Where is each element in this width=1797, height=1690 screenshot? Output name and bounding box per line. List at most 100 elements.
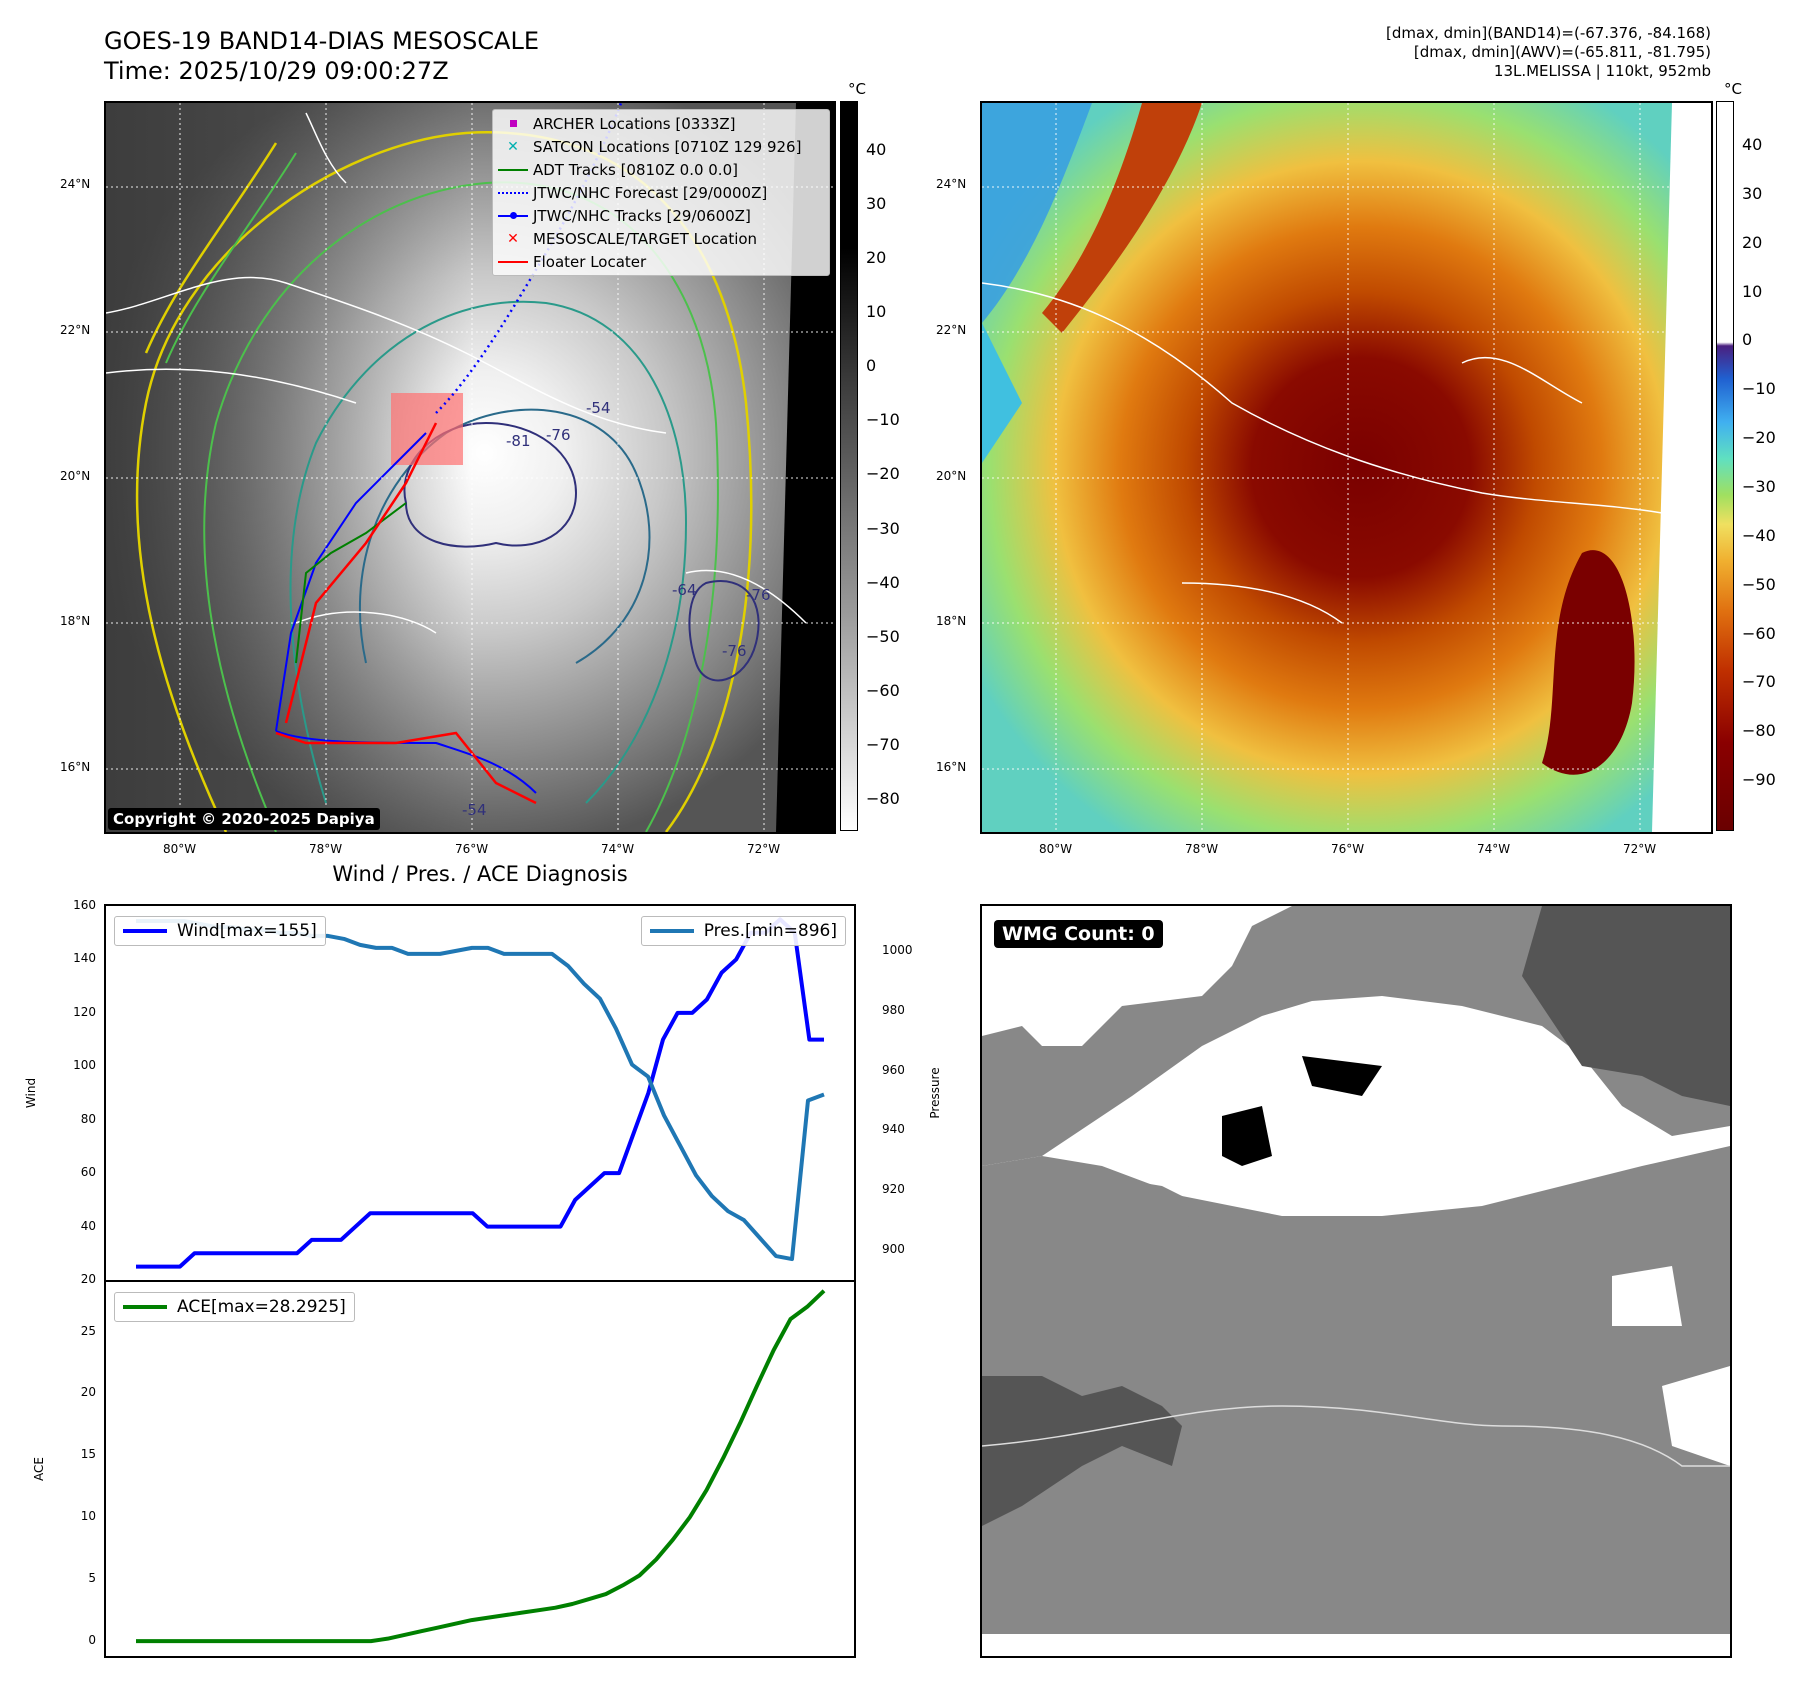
- contour-label: -54: [586, 399, 611, 417]
- ir-map-panel: -81 -76 -76 -64 -76 -54 -54 ARCHER Locat…: [104, 101, 836, 834]
- lat-label: 24°N: [936, 177, 967, 191]
- lon-label: 80°W: [163, 842, 197, 856]
- lon-label: 72°W: [747, 842, 781, 856]
- colorbar-tick-label: −50: [866, 626, 900, 646]
- lat-label: 22°N: [60, 323, 91, 337]
- colorbar-tick-label: −40: [1742, 525, 1776, 545]
- wind-ytick-label: 120: [73, 1004, 96, 1019]
- colorbar-tick-label: −50: [1742, 574, 1776, 594]
- pressure-ytick-label: 940: [882, 1122, 905, 1137]
- wmg-panel: WMG Count: 0: [980, 904, 1732, 1658]
- info-awv-range: [dmax, dmin](AWV)=(-65.811, -81.795): [1413, 43, 1711, 61]
- wind-legend-label: Wind[max=155]: [177, 921, 317, 941]
- ace-legend-line: [123, 1305, 167, 1309]
- lat-label: 20°N: [936, 469, 967, 483]
- colorbar-tick-label: −30: [1742, 476, 1776, 496]
- info-band14-range: [dmax, dmin](BAND14)=(-67.376, -84.168): [1386, 24, 1711, 42]
- ace-axis-label: ACE: [32, 1457, 46, 1481]
- ace-ytick-label: 20: [80, 1385, 96, 1400]
- legend-item-archer: ARCHER Locations [0333Z]: [493, 112, 829, 135]
- ace-legend: ACE[max=28.2925]: [114, 1292, 355, 1322]
- lat-label: 16°N: [936, 760, 967, 774]
- legend-label: JTWC/NHC Forecast [29/0000Z]: [533, 183, 768, 202]
- colorbar-tick-label: −10: [866, 410, 900, 430]
- ace-ytick-label: 5: [88, 1571, 96, 1586]
- legend-label: SATCON Locations [0710Z 129 926]: [533, 137, 802, 156]
- pressure-axis-label: Pressure: [928, 1067, 942, 1119]
- ace-series-line: [136, 1289, 826, 1644]
- wind-ytick-label: 140: [73, 951, 96, 966]
- contour-label: -54: [462, 801, 487, 819]
- wind-ytick-label: 40: [80, 1218, 96, 1233]
- legend-label: ADT Tracks [0810Z 0.0 0.0]: [533, 160, 738, 179]
- colorbar-tick-label: 40: [866, 139, 887, 159]
- colorbar-tick-label: 0: [866, 356, 877, 376]
- diagnosis-title: Wind / Pres. / ACE Diagnosis: [332, 862, 628, 886]
- info-block: [dmax, dmin](BAND14)=(-67.376, -84.168) …: [1386, 24, 1711, 81]
- lon-label: 78°W: [309, 842, 343, 856]
- colorbar-tick-label: 20: [1742, 232, 1763, 252]
- contour-label: -76: [546, 426, 571, 444]
- awv-colorbar-unit: °C: [1724, 80, 1742, 98]
- wind-pressure-plot: [136, 917, 825, 1269]
- pressure-ytick-label: 960: [882, 1062, 905, 1077]
- wmg-image: [982, 906, 1730, 1656]
- legend-item-forecast: JTWC/NHC Forecast [29/0000Z]: [493, 181, 829, 204]
- colorbar-tick-label: −70: [866, 735, 900, 755]
- lat-label: 18°N: [60, 614, 91, 628]
- figure-title: GOES-19 BAND14-DIAS MESOSCALE: [104, 27, 540, 55]
- colorbar-tick-label: −20: [1742, 428, 1776, 448]
- copyright-label: Copyright © 2020-2025 Dapiya: [108, 808, 380, 830]
- ace-ytick-label: 25: [80, 1323, 96, 1338]
- lat-label: 20°N: [60, 469, 91, 483]
- ace-ytick-label: 15: [80, 1447, 96, 1462]
- wind-ytick-label: 80: [80, 1111, 96, 1126]
- ir-colorbar-unit: °C: [848, 80, 866, 98]
- ace-ytick-label: 10: [80, 1509, 96, 1524]
- lat-label: 24°N: [60, 177, 91, 191]
- awv-map-panel: [980, 101, 1713, 834]
- x-mark-icon: ✕: [507, 230, 519, 247]
- lon-label: 76°W: [1331, 842, 1365, 856]
- lat-label: 18°N: [936, 614, 967, 628]
- ir-legend: ARCHER Locations [0333Z] ✕ SATCON Locatio…: [492, 109, 830, 276]
- pressure-legend-label: Pres.[min=896]: [703, 921, 837, 941]
- lon-label: 80°W: [1039, 842, 1073, 856]
- lat-label: 22°N: [936, 323, 967, 337]
- awv-satellite-image: [982, 103, 1711, 832]
- legend-item-target: ✕ MESOSCALE/TARGET Location: [493, 227, 829, 250]
- colorbar-tick-label: −80: [1742, 721, 1776, 741]
- wind-ytick-label: 20: [80, 1272, 96, 1286]
- lon-label: 74°W: [1477, 842, 1511, 856]
- legend-item-floater: Floater Locater: [493, 250, 829, 273]
- wind-ytick-label: 160: [73, 898, 96, 912]
- wind-ytick-label: 100: [73, 1058, 96, 1073]
- legend-item-tracks: JTWC/NHC Tracks [29/0600Z]: [493, 204, 829, 227]
- wmg-count-badge: WMG Count: 0: [994, 920, 1163, 948]
- legend-item-satcon: ✕ SATCON Locations [0710Z 129 926]: [493, 135, 829, 158]
- legend-label: Floater Locater: [533, 252, 647, 271]
- lat-label: 16°N: [60, 760, 91, 774]
- colorbar-tick-label: −60: [1742, 623, 1776, 643]
- colorbar-tick-label: 30: [866, 193, 887, 213]
- colorbar-tick-label: −30: [866, 518, 900, 538]
- line-dot-icon: [493, 212, 533, 219]
- lon-label: 76°W: [455, 842, 489, 856]
- pressure-ytick-label: 900: [882, 1242, 905, 1257]
- pressure-ytick-label: 920: [882, 1182, 905, 1197]
- pressure-ytick-label: 980: [882, 1002, 905, 1017]
- wind-pressure-chart: Wind[max=155] Pres.[min=896]: [104, 904, 856, 1282]
- colorbar-tick-label: 10: [1742, 281, 1763, 301]
- figure-timestamp: Time: 2025/10/29 09:00:27Z: [104, 57, 449, 85]
- contour-label: -76: [722, 642, 747, 660]
- colorbar-tick-label: −60: [866, 680, 900, 700]
- lon-label: 78°W: [1185, 842, 1219, 856]
- awv-colorbar: [1716, 101, 1734, 831]
- colorbar-tick-label: −10: [1742, 379, 1776, 399]
- colorbar-tick-label: −90: [1742, 770, 1776, 790]
- wind-legend: Wind[max=155]: [114, 916, 326, 946]
- legend-label: MESOSCALE/TARGET Location: [533, 229, 758, 248]
- pressure-legend-line: [649, 929, 694, 933]
- ir-colorbar: [840, 101, 858, 831]
- contour-label: -81: [506, 432, 531, 450]
